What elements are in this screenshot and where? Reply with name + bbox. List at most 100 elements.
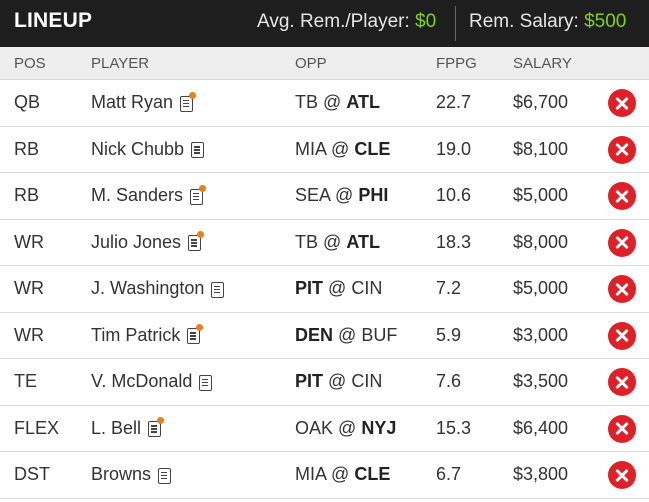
opp-home-team: ATL [346, 92, 380, 112]
opp-away-team: OAK [295, 417, 334, 438]
opp-away-team: MIA [295, 464, 327, 484]
opp-away-team: DEN [295, 324, 334, 345]
player-name[interactable]: Nick Chubb [91, 138, 185, 159]
row-position: RB [14, 138, 40, 159]
remove-player-button[interactable] [608, 135, 636, 164]
row-opponent: PIT @ CIN [295, 278, 382, 299]
row-opponent: MIA @ CLE [295, 464, 390, 485]
news-dot-icon [197, 231, 205, 238]
row-fppg: 15.3 [436, 417, 472, 438]
lineup-row: RB Nick Chubb MIA @ CLE 19.0 $8,100 [0, 126, 649, 173]
opp-at-sign: @ [335, 185, 354, 205]
lineup-row: WR Julio Jones TB @ ATL 18.3 $8,000 [0, 219, 649, 266]
row-player[interactable]: Browns [91, 464, 172, 485]
player-notes-icon[interactable] [191, 142, 205, 158]
remove-player-button[interactable] [608, 321, 636, 350]
column-header-salary: SALARY [513, 55, 572, 72]
player-notes-icon[interactable] [211, 281, 225, 298]
opp-home-team: ATL [346, 231, 380, 252]
row-salary: $6,700 [513, 92, 569, 112]
row-player[interactable]: V. McDonald [91, 371, 213, 392]
row-fppg: 7.2 [436, 278, 462, 298]
column-header-opp: OPP [295, 55, 327, 72]
row-player[interactable]: Matt Ryan [91, 91, 197, 113]
player-name[interactable]: V. McDonald [91, 371, 193, 391]
row-salary: $5,000 [513, 185, 569, 205]
player-notes-icon[interactable] [199, 374, 213, 391]
avg-remaining-per-player: Avg. Rem./Player: $0 [257, 11, 436, 33]
opp-at-sign: @ [338, 417, 357, 438]
column-header-player: PLAYER [91, 55, 150, 72]
remove-player-button[interactable] [608, 182, 636, 210]
row-player[interactable]: L. Bell [91, 417, 165, 439]
lineup-row: FLEX L. Bell OAK @ NYJ 15.3 $6,400 [0, 405, 649, 452]
opp-home-team: PHI [358, 185, 389, 205]
player-notes-icon[interactable] [158, 467, 172, 484]
remaining-salary: Rem. Salary: $500 [469, 11, 626, 33]
lineup-row: WR J. Washington PIT @ CIN 7.2 $5,000 [0, 266, 649, 313]
row-player[interactable]: J. Washington [91, 278, 225, 299]
row-position: WR [14, 278, 44, 298]
lineup-row: QB Matt Ryan TB @ ATL 22.7 $6,700 [0, 80, 649, 127]
row-player[interactable]: M. Sanders [91, 184, 207, 206]
opp-away-team: TB [295, 92, 319, 112]
column-headers: POS PLAYER OPP FPPG SALARY [0, 47, 649, 80]
opp-at-sign: @ [338, 324, 357, 345]
remove-player-button[interactable] [608, 414, 636, 443]
player-name[interactable]: L. Bell [91, 417, 142, 438]
news-dot-icon [199, 184, 207, 192]
player-notes-icon[interactable] [180, 91, 197, 112]
player-notes-icon[interactable] [187, 324, 204, 344]
lineup-header: LINEUP Avg. Rem./Player: $0 Rem. Salary:… [0, 0, 649, 47]
player-notes-icon[interactable] [188, 231, 205, 251]
player-name[interactable]: Julio Jones [91, 231, 182, 252]
player-notes-icon[interactable] [190, 184, 207, 205]
row-opponent: MIA @ CLE [295, 139, 390, 160]
opp-away-team: SEA [295, 185, 331, 205]
column-header-fppg: FPPG [436, 55, 477, 72]
player-name[interactable]: M. Sanders [91, 185, 184, 205]
remove-player-button[interactable] [608, 228, 636, 257]
row-opponent: OAK @ NYJ [295, 418, 396, 439]
avg-remaining-value: $0 [415, 11, 437, 32]
row-salary: $3,500 [513, 371, 569, 391]
opp-away-team: PIT [295, 278, 324, 298]
row-salary: $3,800 [513, 464, 569, 484]
player-name[interactable]: Matt Ryan [91, 92, 174, 112]
row-opponent: TB @ ATL [295, 92, 380, 113]
opp-home-team: BUF [361, 324, 398, 345]
lineup-title: LINEUP [14, 9, 93, 32]
row-player[interactable]: Julio Jones [91, 231, 205, 253]
remove-player-button[interactable] [608, 89, 636, 117]
row-salary: $6,400 [513, 417, 569, 438]
player-name[interactable]: Tim Patrick [91, 324, 181, 345]
opp-away-team: MIA [295, 138, 327, 159]
row-fppg: 10.6 [436, 185, 472, 205]
news-dot-icon [157, 417, 165, 424]
row-fppg: 18.3 [436, 231, 472, 252]
column-header-pos: POS [14, 55, 46, 72]
row-salary: $8,000 [513, 231, 569, 252]
player-notes-icon[interactable] [148, 417, 165, 437]
opp-at-sign: @ [323, 92, 342, 112]
row-fppg: 7.6 [436, 371, 462, 391]
opp-at-sign: @ [331, 138, 350, 159]
row-opponent: SEA @ PHI [295, 185, 388, 206]
opp-away-team: PIT [295, 371, 324, 391]
remaining-salary-value: $500 [584, 11, 627, 32]
remove-player-button[interactable] [608, 275, 636, 303]
row-salary: $8,100 [513, 138, 569, 159]
opp-home-team: NYJ [361, 417, 397, 438]
opp-home-team: CIN [351, 278, 383, 298]
player-name[interactable]: Browns [91, 464, 152, 484]
row-player[interactable]: Tim Patrick [91, 324, 204, 346]
opp-home-team: CLE [354, 138, 391, 159]
row-opponent: DEN @ BUF [295, 325, 397, 346]
remove-player-button[interactable] [608, 461, 636, 489]
row-player[interactable]: Nick Chubb [91, 138, 205, 160]
remove-player-button[interactable] [608, 368, 636, 396]
player-name[interactable]: J. Washington [91, 278, 205, 298]
lineup-rows: QB Matt Ryan TB @ ATL 22.7 $6,700 RB Nic… [0, 80, 649, 499]
row-position: WR [14, 324, 44, 345]
row-position: TE [14, 371, 38, 391]
